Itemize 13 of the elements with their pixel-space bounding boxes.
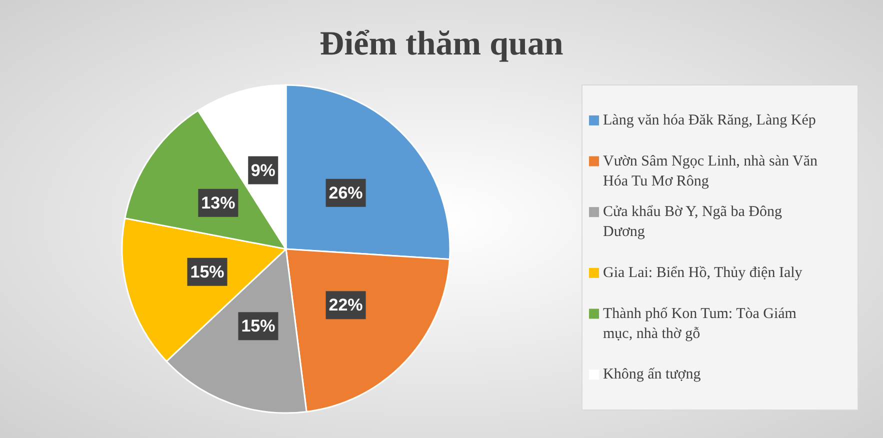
legend-label: Cửa khẩu Bờ Y, Ngã ba Đông Dương — [603, 204, 782, 240]
legend-label: Thành phố Kon Tum: Tòa Giám mục, nhà thờ gỗ — [603, 306, 797, 342]
data-label: 9% — [250, 160, 276, 180]
legend-label: Gia Lai: Biển Hồ, Thủy điện Ialy — [603, 264, 803, 281]
data-label: 22% — [328, 296, 363, 315]
data-label: 13% — [201, 193, 236, 212]
legend-label: Làng văn hóa Đăk Răng, Làng Kép — [603, 112, 816, 128]
data-label: 26% — [328, 183, 363, 202]
data-label: 15% — [241, 316, 276, 336]
data-label: 15% — [190, 262, 224, 282]
legend-label: Vườn Sâm Ngọc Linh, nhà sàn Văn Hóa Tu Mơ Rông — [603, 153, 818, 190]
chart-title: Điểm thăm quan — [320, 26, 564, 62]
legend-label: Không ấn tượng — [603, 366, 702, 383]
